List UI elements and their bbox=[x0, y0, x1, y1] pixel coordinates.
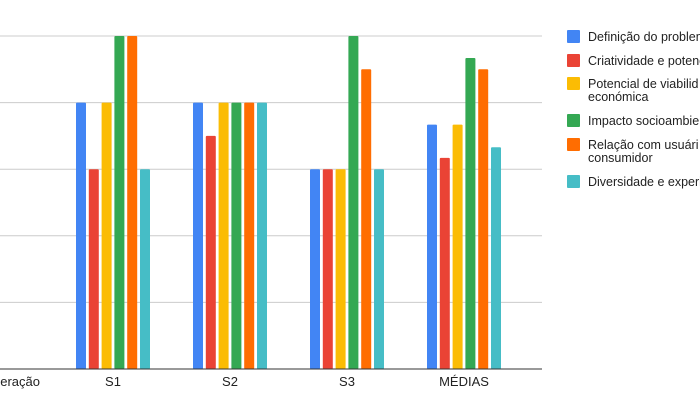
x-tick-label: S1 bbox=[105, 374, 121, 389]
bar bbox=[257, 102, 267, 369]
x-axis-labels: Ponderação S1 S2 S3 MÉDIAS bbox=[0, 374, 489, 389]
x-tick-label: MÉDIAS bbox=[439, 374, 489, 389]
legend-swatch bbox=[567, 114, 580, 127]
legend-label: consumidor bbox=[588, 151, 653, 165]
legend-swatch bbox=[567, 138, 580, 151]
bar bbox=[193, 102, 203, 369]
legend-label: económica bbox=[588, 90, 648, 104]
legend-label: Impacto socioambiental bbox=[588, 114, 700, 128]
bar bbox=[205, 135, 216, 369]
bar bbox=[491, 147, 501, 369]
bar bbox=[101, 102, 112, 369]
legend-swatch bbox=[567, 30, 580, 43]
legend: Definição do problema Criatividade e pote… bbox=[567, 30, 700, 189]
bar bbox=[427, 124, 437, 369]
legend-label: Diversidade e experiência bbox=[588, 175, 700, 189]
x-tick-label: S3 bbox=[339, 374, 355, 389]
bar bbox=[335, 169, 346, 369]
bar bbox=[76, 102, 86, 369]
bar bbox=[140, 169, 150, 369]
legend-label: Relação com usuári bbox=[588, 138, 698, 152]
bar bbox=[114, 36, 125, 369]
bar bbox=[439, 157, 450, 369]
bar bbox=[374, 169, 384, 369]
x-tick-label: S2 bbox=[222, 374, 238, 389]
legend-swatch bbox=[567, 175, 580, 188]
legend-swatch bbox=[567, 54, 580, 67]
legend-label: Potencial de viabilid bbox=[588, 77, 699, 91]
legend-swatch bbox=[567, 77, 580, 90]
bar bbox=[231, 102, 242, 369]
bar bbox=[361, 69, 372, 370]
bar bbox=[218, 102, 229, 369]
bars bbox=[76, 36, 501, 370]
bar bbox=[310, 169, 320, 369]
legend-label: Criatividade e potencial bbox=[588, 54, 700, 68]
bar bbox=[244, 102, 255, 369]
legend-label: Definição do problema bbox=[588, 30, 700, 44]
bar bbox=[348, 36, 359, 369]
x-tick-label: Ponderação bbox=[0, 374, 40, 389]
bar bbox=[478, 69, 489, 370]
bar bbox=[322, 169, 333, 369]
bar bbox=[127, 36, 138, 369]
bar bbox=[465, 57, 476, 370]
bar bbox=[88, 169, 99, 369]
bar bbox=[452, 124, 463, 369]
